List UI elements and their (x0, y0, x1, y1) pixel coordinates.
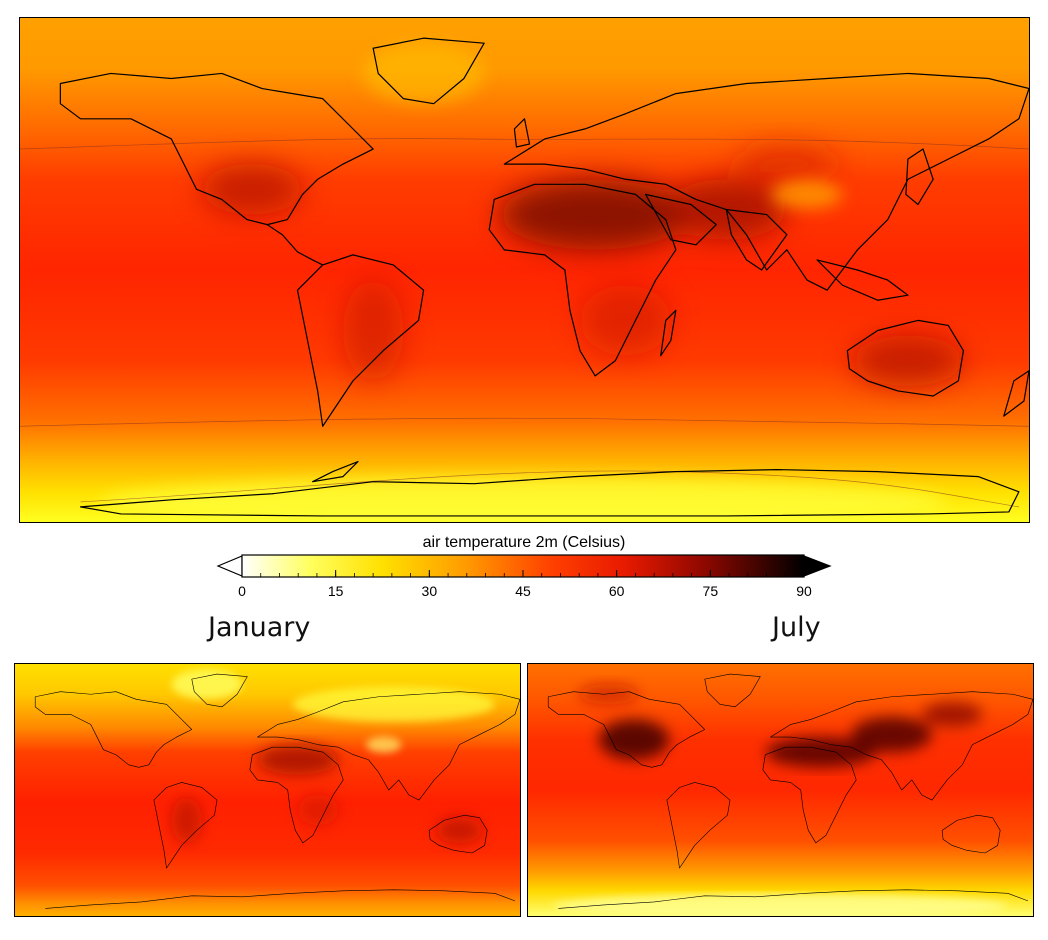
colorbar-tick-label: 90 (796, 583, 812, 599)
colorbar-tick-label: 0 (238, 583, 246, 599)
colorbar-max-extend (803, 555, 832, 577)
july-hot-regions (578, 684, 983, 768)
colorbar-title: air temperature 2m (Celsius) (422, 534, 626, 551)
july-coastlines (547, 673, 1033, 909)
colorbar-ticks: 0 15 30 45 60 75 90 (238, 570, 812, 599)
july-map-canvas (528, 664, 1033, 916)
january-coastlines (34, 673, 520, 909)
colorbar-tick-label: 15 (328, 583, 344, 599)
hot-regions (201, 146, 964, 386)
january-cool-regions (171, 669, 495, 753)
july-temperature-map (527, 663, 1034, 917)
colorbar-scale: 0 15 30 45 60 75 90 (216, 554, 832, 599)
colorbar-tick-label: 45 (515, 583, 531, 599)
main-map-canvas (20, 18, 1029, 522)
july-label: July (772, 612, 821, 643)
january-hot-regions (171, 744, 483, 843)
july-cool-regions (553, 893, 1008, 916)
colorbar-min-extend (216, 555, 243, 577)
january-map-canvas (15, 664, 520, 916)
colorbar-tick-label: 30 (422, 583, 438, 599)
coastlines (59, 37, 1029, 517)
january-temperature-map (14, 663, 521, 917)
colorbar-tick-label: 75 (703, 583, 719, 599)
january-label: January (208, 612, 311, 643)
isotherm-lines (20, 138, 1029, 508)
main-temperature-map (19, 17, 1030, 523)
temperature-field (20, 18, 1029, 522)
colorbar: air temperature 2m (Celsius) 0 15 30 45 60 75… (214, 530, 834, 600)
colorbar-tick-label: 60 (609, 583, 625, 599)
